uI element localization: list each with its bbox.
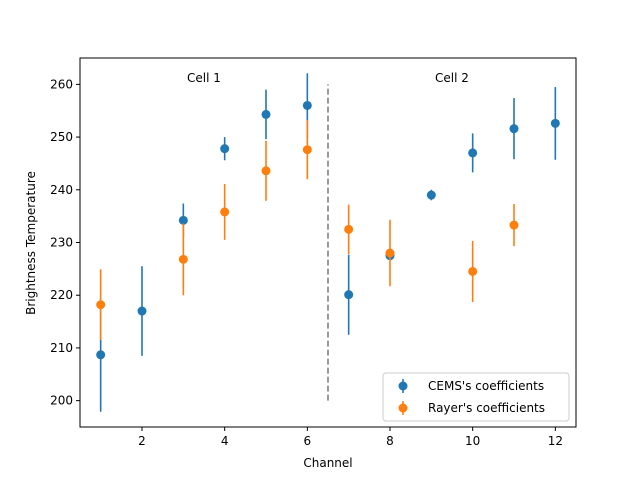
x-tick-label: 6	[304, 434, 312, 448]
data-point	[550, 118, 560, 128]
data-point	[220, 207, 230, 217]
data-point	[509, 124, 519, 134]
data-point	[261, 109, 271, 119]
series-0	[96, 73, 560, 412]
data-point	[302, 145, 312, 155]
data-point	[178, 254, 188, 264]
y-tick-label: 210	[50, 341, 73, 355]
annotation-label: Cell 2	[435, 71, 469, 85]
data-point	[178, 215, 188, 225]
legend-entry: Rayer's coefficients	[398, 401, 545, 415]
axes-layer: 2 4 6 8 10 12 200 210 220 230 240 250 260	[50, 57, 577, 448]
x-tick-label: 12	[548, 434, 563, 448]
data-point	[302, 100, 312, 110]
data-point	[344, 224, 354, 234]
legend-label: CEMS's coefficients	[428, 379, 544, 393]
series-layer	[96, 73, 560, 412]
annotation-layer: Cell 1 Cell 2	[187, 71, 469, 85]
data-point	[96, 350, 106, 360]
y-tick-label: 240	[50, 183, 73, 197]
legend-label: Rayer's coefficients	[428, 401, 545, 415]
legend: CEMS's coefficients Rayer's coefficients	[382, 372, 570, 422]
data-point	[96, 300, 106, 310]
y-tick-label: 260	[50, 77, 73, 91]
data-point	[385, 248, 395, 258]
x-tick-label: 4	[221, 434, 229, 448]
y-tick-label: 220	[50, 288, 73, 302]
x-tick-label: 8	[386, 434, 394, 448]
data-point	[468, 266, 478, 276]
data-point	[426, 190, 436, 200]
y-tick-label: 250	[50, 130, 73, 144]
data-point	[220, 144, 230, 154]
data-point	[261, 166, 271, 176]
data-point	[468, 148, 478, 158]
data-point	[509, 220, 519, 230]
x-tick-label: 10	[465, 434, 480, 448]
y-tick-label: 200	[50, 394, 73, 408]
data-point	[344, 290, 354, 300]
legend-marker	[398, 403, 408, 413]
series-1	[96, 120, 519, 341]
legend-entry: CEMS's coefficients	[398, 379, 544, 393]
legend-marker	[398, 381, 408, 391]
annotation-label: Cell 1	[187, 71, 221, 85]
x-tick-label: 2	[138, 434, 146, 448]
x-axis-label: Channel	[303, 456, 352, 470]
y-tick-label: 230	[50, 236, 73, 250]
legend-box	[382, 372, 570, 422]
data-point	[137, 306, 147, 316]
y-axis-label: Brightness Temperature	[24, 171, 38, 315]
